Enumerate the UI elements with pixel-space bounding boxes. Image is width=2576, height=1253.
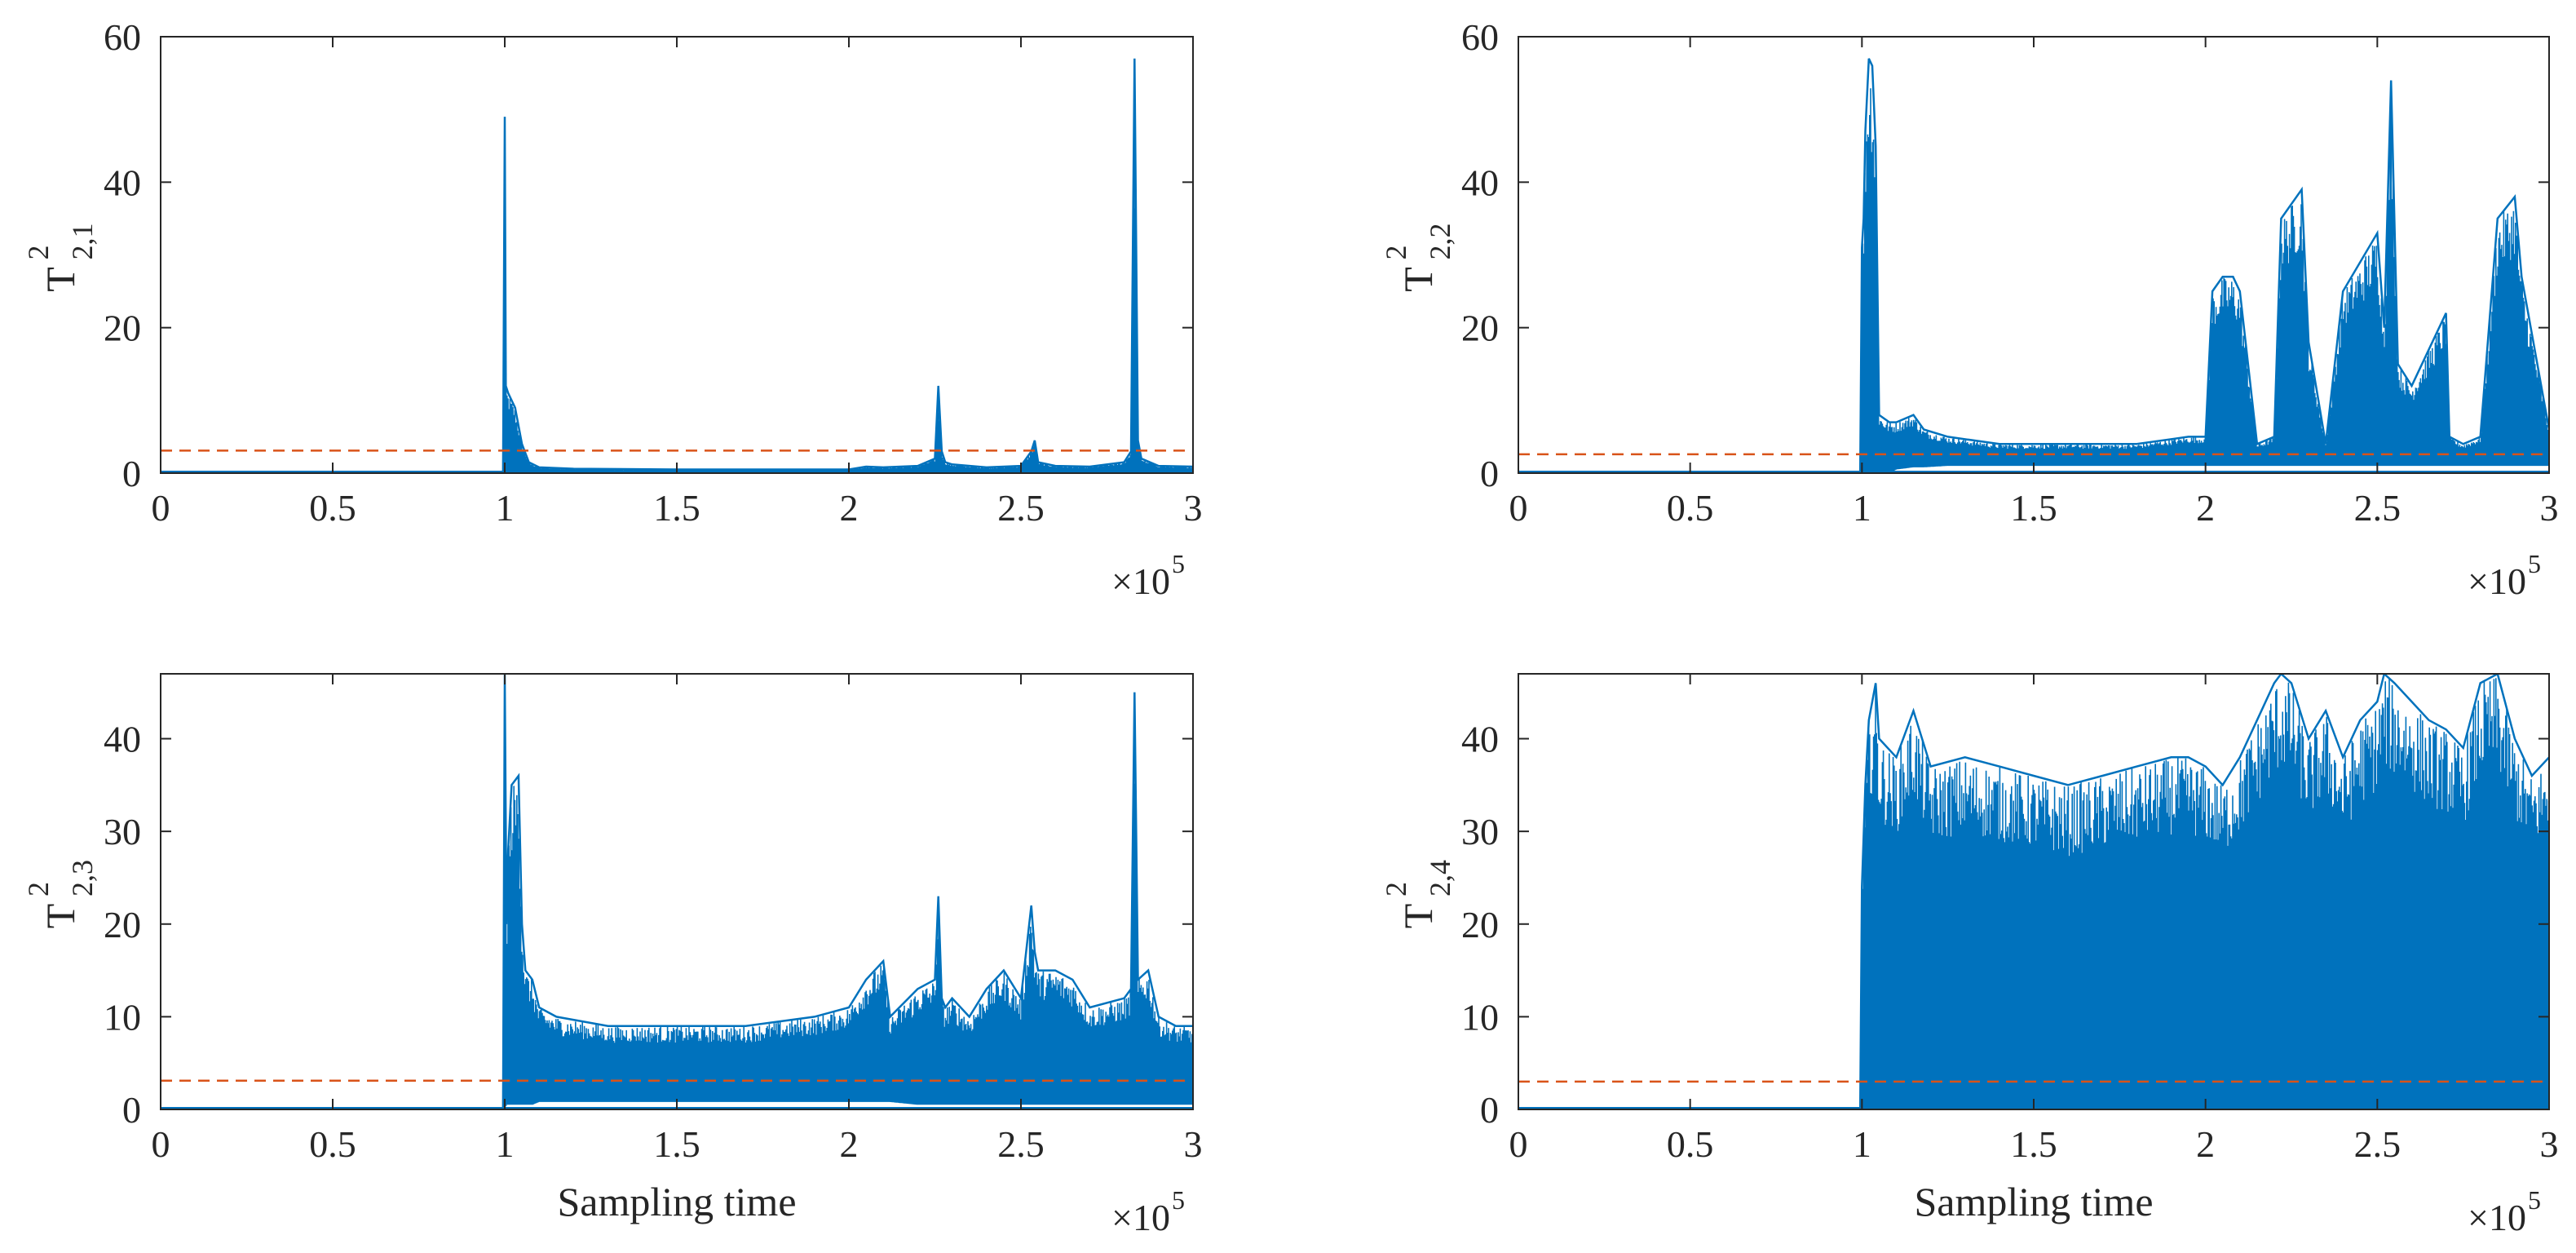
- y-tick-label: 10: [104, 996, 141, 1038]
- x-tick-label: 0.5: [1667, 1123, 1714, 1165]
- y-axis-label: T 2 2,3: [22, 860, 99, 928]
- y-tick-label: 0: [1480, 1089, 1499, 1131]
- x-multiplier-exp: 5: [1172, 1185, 1185, 1215]
- x-tick-label: 0: [1509, 487, 1528, 529]
- x-multiplier-exp: 5: [2528, 549, 2541, 578]
- x-multiplier: ×10 5: [2468, 549, 2541, 602]
- y-tick-label: 60: [1461, 16, 1499, 58]
- x-tick-label: 0: [1509, 1123, 1528, 1165]
- signal-series: [502, 95, 1193, 473]
- x-tick-label: 1: [496, 1123, 515, 1165]
- y-tick-label: 20: [1461, 308, 1499, 349]
- x-tick-label: 1: [1853, 487, 1871, 529]
- x-multiplier-base: ×10: [2468, 560, 2526, 602]
- y-tick-label: 0: [122, 453, 141, 494]
- y-axis-label-sup: 2: [22, 246, 55, 260]
- x-tick-label: 2: [2196, 1123, 2215, 1165]
- y-axis-label: T 2 2,2: [1380, 224, 1456, 292]
- signal-envelope: [161, 58, 1193, 473]
- signal-series: [1860, 678, 2549, 1109]
- x-tick-label: 3: [2540, 487, 2559, 529]
- signal-envelope: [161, 674, 1193, 1109]
- y-axis-label-sub: 2,1: [66, 224, 99, 260]
- x-multiplier-exp: 5: [1172, 549, 1185, 578]
- y-axis-label-sup: 2: [1380, 882, 1412, 897]
- x-tick-label: 2.5: [997, 1123, 1045, 1165]
- x-multiplier-base: ×10: [1111, 1197, 1170, 1238]
- x-tick-label: 2: [840, 487, 859, 529]
- subplot-2: 0 0.5 1 1.5 2 2.5 3 0 20 40 60 T 2 2,2 ×10 5: [1380, 16, 2559, 602]
- x-tick-label: 2.5: [997, 487, 1045, 529]
- x-tick-label: 1.5: [2010, 487, 2057, 529]
- x-multiplier-base: ×10: [1111, 560, 1170, 602]
- x-multiplier: ×10 5: [1111, 549, 1185, 602]
- axes-box: [160, 36, 1194, 474]
- y-axis-label-base: T: [38, 904, 83, 929]
- x-tick-label: 3: [1184, 1123, 1203, 1165]
- y-axis-label: T 2 2,4: [1380, 860, 1456, 928]
- x-tick-label: 1.5: [653, 1123, 700, 1165]
- y-tick-label: 40: [104, 162, 141, 203]
- x-tick-label: 2.5: [2354, 487, 2401, 529]
- x-tick-label: 2.5: [2354, 1123, 2401, 1165]
- y-tick-label: 30: [104, 811, 141, 852]
- x-tick-label: 1: [496, 487, 515, 529]
- y-axis-label: T 2 2,1: [22, 224, 99, 292]
- x-tick-label: 0: [152, 487, 170, 529]
- y-axis-label-sub: 2,2: [1424, 224, 1456, 260]
- y-tick-label: 40: [1461, 162, 1499, 203]
- x-tick-label: 3: [1184, 487, 1203, 529]
- y-axis-label-sup: 2: [1380, 246, 1412, 260]
- x-multiplier: ×10 5: [1111, 1185, 1185, 1238]
- y-tick-label: 0: [1480, 453, 1499, 494]
- x-tick-label: 1.5: [2010, 1123, 2057, 1165]
- y-tick-label: 30: [1461, 811, 1499, 852]
- signal-envelope: [1518, 58, 2549, 473]
- signal-series: [502, 758, 1193, 1109]
- x-tick-label: 0: [152, 1123, 170, 1165]
- y-axis-label-base: T: [1395, 267, 1441, 292]
- y-tick-label: 20: [104, 904, 141, 945]
- x-tick-label: 3: [2540, 1123, 2559, 1165]
- y-tick-label: 60: [104, 16, 141, 58]
- y-tick-label: 10: [1461, 996, 1499, 1038]
- y-axis-label-base: T: [38, 267, 83, 292]
- x-tick-label: 0.5: [309, 487, 356, 529]
- y-tick-label: 20: [104, 308, 141, 349]
- y-tick-label: 20: [1461, 904, 1499, 945]
- subplot-1: 0 0.5 1 1.5 2 2.5 3 0 20 40 60 T 2 2,1 ×10 5: [22, 16, 1203, 602]
- x-tick-label: 1: [1853, 1123, 1871, 1165]
- y-tick-label: 40: [1461, 719, 1499, 760]
- y-axis-label-base: T: [1395, 904, 1441, 929]
- x-tick-label: 1.5: [653, 487, 700, 529]
- y-tick-label: 0: [122, 1089, 141, 1131]
- x-tick-label: 2: [840, 1123, 859, 1165]
- x-axis-label: Sampling time: [557, 1179, 796, 1224]
- x-tick-label: 2: [2196, 487, 2215, 529]
- y-tick-label: 40: [104, 719, 141, 760]
- x-multiplier-exp: 5: [2528, 1185, 2541, 1215]
- x-tick-label: 0.5: [309, 1123, 356, 1165]
- y-axis-label-sup: 2: [22, 882, 55, 897]
- signal-envelope: [1518, 674, 2549, 1109]
- signal-series: [1860, 88, 2549, 473]
- y-axis-label-sub: 2,4: [1424, 860, 1456, 897]
- x-multiplier-base: ×10: [2468, 1197, 2526, 1238]
- y-axis-label-sub: 2,3: [66, 860, 99, 897]
- x-multiplier: ×10 5: [2468, 1185, 2541, 1238]
- x-tick-label: 0.5: [1667, 487, 1714, 529]
- x-axis-label: Sampling time: [1914, 1179, 2153, 1224]
